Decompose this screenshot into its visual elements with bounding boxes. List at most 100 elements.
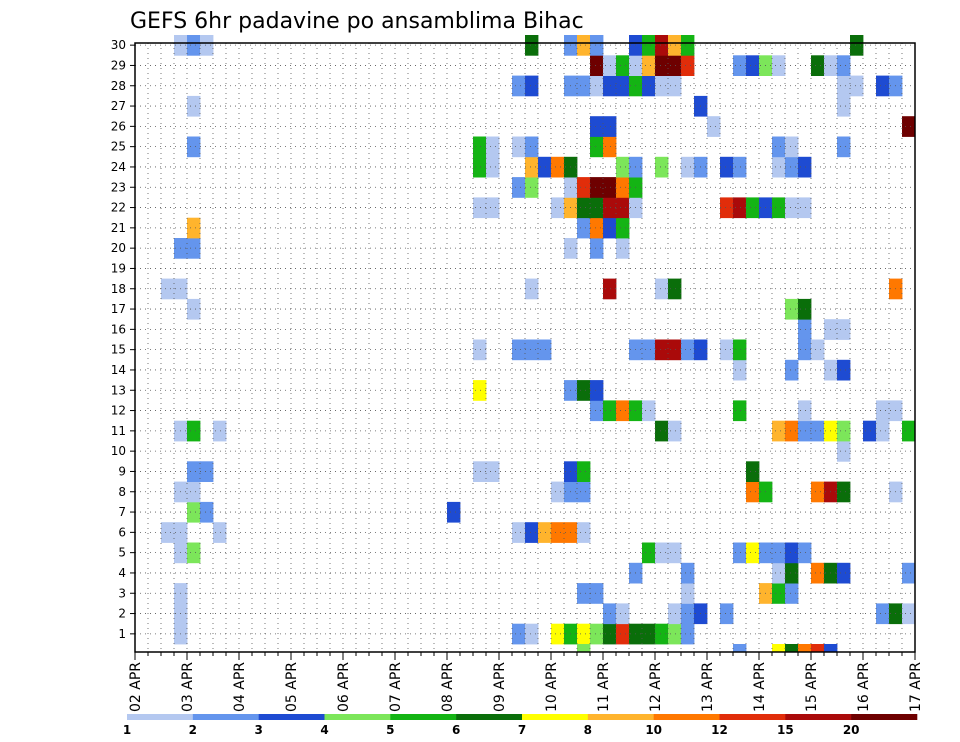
heat-cell-m9-s27 — [473, 461, 487, 482]
heat-cell-m15-s42 — [668, 339, 682, 361]
heat-cell-m24-s51 — [785, 156, 799, 178]
heat-cell-m1-s35 — [577, 623, 591, 645]
heat-cell-m15-s30 — [512, 339, 526, 361]
heat-cell-m13-s36 — [590, 380, 604, 401]
heat-cell-m9-s48 — [746, 461, 760, 482]
chart-title: GEFS 6hr padavine po ansamblima Bihac — [130, 9, 584, 34]
grid-layer — [134, 43, 916, 652]
heat-cell-m22-s35 — [577, 197, 591, 219]
heat-cell-m15-s46 — [720, 339, 734, 361]
legend-label-1: 2 — [189, 723, 197, 737]
heat-cell-m11-s41 — [655, 420, 669, 442]
heat-cell-m5-s5 — [187, 542, 201, 564]
heat-cell-m29-s55 — [837, 55, 851, 76]
heat-cell-m23-s30 — [512, 177, 526, 198]
heat-cell-m10-s55 — [837, 441, 851, 462]
heat-cell-m12-s37 — [603, 400, 617, 422]
heat-cell-m24-s46 — [720, 156, 734, 178]
legend-label-4: 5 — [386, 723, 394, 737]
heat-cell-m24-s28 — [486, 156, 500, 178]
heat-cell-m12-s52 — [798, 400, 812, 422]
heat-cell-m5-s51 — [785, 542, 799, 564]
legend-label-8: 10 — [645, 723, 662, 737]
heat-cell-m12-s38 — [616, 400, 630, 422]
heat-cell-m22-s28 — [486, 197, 500, 219]
x-tick-label-8: 10 APR — [544, 662, 560, 712]
legend-label-2: 3 — [254, 723, 262, 737]
y-tick-label-8: 8 — [118, 485, 126, 499]
heat-cell-m9-s28 — [486, 461, 500, 482]
heat-cell-m0-s54 — [824, 644, 838, 653]
heat-cell-m2-s60 — [902, 603, 916, 625]
heat-cell-m24-s41 — [655, 156, 669, 178]
legend-label-9: 12 — [711, 723, 728, 737]
heat-cell-m14-s47 — [733, 359, 747, 381]
heat-cell-m26-s36 — [590, 116, 604, 137]
y-tick-label-13: 13 — [111, 383, 126, 397]
legend-swatch-9 — [719, 714, 786, 720]
x-tick-label-4: 06 APR — [336, 662, 352, 712]
heat-cell-m24-s43 — [681, 156, 695, 178]
heat-cell-m28-s42 — [668, 75, 682, 97]
x-tick-label-3: 05 APR — [284, 662, 300, 712]
y-tick-label-28: 28 — [111, 79, 126, 93]
y-tick-label-6: 6 — [118, 525, 126, 539]
heat-cell-m23-s37 — [603, 177, 617, 198]
y-tick-label-25: 25 — [111, 140, 126, 154]
heat-cell-m22-s52 — [798, 197, 812, 219]
heat-cell-m6-s3 — [161, 522, 175, 543]
heat-cell-m25-s30 — [512, 136, 526, 158]
legend-label-3: 4 — [320, 723, 328, 737]
y-tick-label-4: 4 — [118, 566, 126, 580]
heat-cell-m29-s42 — [668, 55, 682, 76]
heat-cell-m28-s31 — [525, 75, 539, 97]
y-tick-label-22: 22 — [111, 201, 126, 215]
y-tick-label-7: 7 — [118, 505, 126, 519]
heat-cell-m29-s37 — [603, 55, 617, 76]
heat-cell-m15-s32 — [538, 339, 552, 361]
y-tick-label-17: 17 — [111, 302, 126, 316]
y-tick-label-24: 24 — [111, 160, 126, 174]
heat-cell-m29-s36 — [590, 55, 604, 76]
heat-cell-m25-s51 — [785, 136, 799, 158]
heat-cell-m23-s31 — [525, 177, 539, 198]
heat-cell-m28-s36 — [590, 75, 604, 97]
heat-cell-m25-s50 — [772, 136, 786, 158]
y-tick-label-9: 9 — [118, 464, 126, 478]
heat-cell-m17-s52 — [798, 298, 812, 320]
heat-cell-m18-s37 — [603, 278, 617, 300]
legend-label-11: 20 — [843, 723, 860, 737]
heat-cell-m29-s48 — [746, 55, 760, 76]
heat-cell-m30-s31 — [525, 35, 539, 56]
heat-cell-m1-s43 — [681, 623, 695, 645]
heat-cell-m18-s3 — [161, 278, 175, 300]
heat-cell-m16-s52 — [798, 319, 812, 340]
heat-cell-m1-s38 — [616, 623, 630, 645]
heat-cell-m24-s31 — [525, 156, 539, 178]
legend-swatch-0 — [127, 714, 194, 720]
heat-cell-m30-s36 — [590, 35, 604, 56]
heat-cell-m2-s37 — [603, 603, 617, 625]
legend-label-7: 8 — [584, 723, 592, 737]
heat-cell-m8-s5 — [187, 481, 201, 503]
heat-cell-m5-s40 — [642, 542, 656, 564]
heat-cell-m22-s50 — [772, 197, 786, 219]
heat-cell-m11-s51 — [785, 420, 799, 442]
heat-cell-m29-s40 — [642, 55, 656, 76]
heat-cell-m22-s36 — [590, 197, 604, 219]
colorbar-legend: 1 2 3 4 5 6 7 8 10 12 15 20 — [123, 714, 918, 737]
heat-cell-m25-s31 — [525, 136, 539, 158]
heat-cell-m22-s47 — [733, 197, 747, 219]
heat-cell-m9-s6 — [200, 461, 214, 482]
legend-swatch-7 — [587, 714, 654, 720]
heat-cell-m28-s30 — [512, 75, 526, 97]
heat-cell-m14-s51 — [785, 359, 799, 381]
y-tick-label-30: 30 — [111, 38, 126, 52]
heat-cell-m4-s50 — [772, 562, 786, 584]
heat-cell-m5-s52 — [798, 542, 812, 564]
heat-cell-m12-s36 — [590, 400, 604, 422]
legend-swatch-8 — [653, 714, 720, 720]
x-tick-label-14: 16 APR — [856, 662, 872, 712]
heat-cell-m6-s7 — [213, 522, 227, 543]
